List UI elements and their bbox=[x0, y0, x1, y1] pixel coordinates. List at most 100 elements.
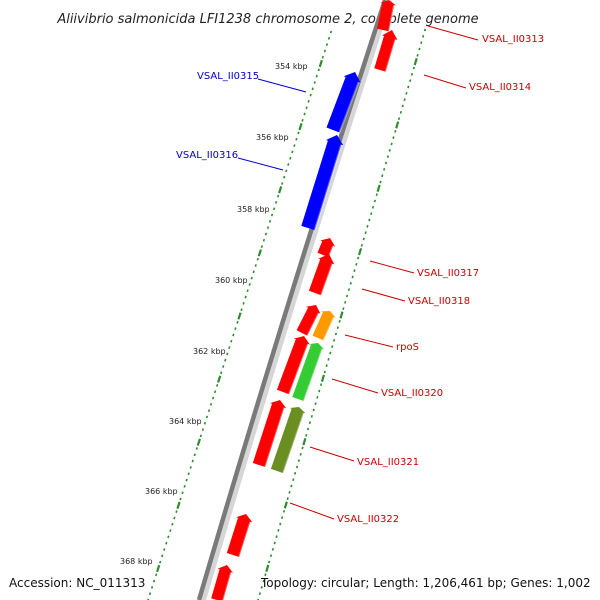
gene-arrow-body bbox=[326, 72, 361, 133]
minor-tick bbox=[371, 205, 375, 209]
minor-tick bbox=[312, 408, 315, 412]
minor-tick bbox=[410, 72, 414, 76]
minor-tick bbox=[345, 294, 349, 298]
scale-label: 368 kbp bbox=[120, 557, 153, 566]
major-tick bbox=[278, 186, 283, 194]
gene-arrow-body bbox=[296, 305, 321, 336]
feature-label-vsal-ii0315: VSAL_II0315 bbox=[197, 71, 259, 82]
minor-tick bbox=[258, 592, 261, 596]
gene-arrow-highlight bbox=[264, 407, 286, 468]
minor-tick bbox=[368, 218, 371, 222]
minor-tick bbox=[329, 351, 332, 355]
minor-tick bbox=[181, 491, 184, 495]
minor-tick bbox=[272, 207, 276, 211]
gene-arrow-highlight bbox=[322, 316, 335, 341]
minor-tick bbox=[281, 182, 284, 185]
minor-tick bbox=[224, 358, 227, 362]
minor-tick bbox=[405, 91, 408, 95]
minor-tick bbox=[203, 421, 207, 425]
gene-arrow-highlight bbox=[387, 4, 396, 32]
minor-tick bbox=[279, 522, 282, 526]
major-tick bbox=[217, 375, 222, 383]
minor-tick bbox=[418, 47, 421, 51]
minor-tick bbox=[305, 106, 308, 110]
major-tick bbox=[318, 59, 323, 68]
gene-vsal-ii0317 bbox=[308, 254, 335, 296]
minor-tick bbox=[264, 573, 267, 577]
gene-arrow-body bbox=[317, 238, 336, 258]
minor-tick bbox=[347, 288, 351, 292]
minor-tick bbox=[205, 415, 209, 419]
gene-red-inner-2 bbox=[252, 400, 287, 468]
major-tick bbox=[395, 121, 400, 129]
major-tick bbox=[302, 437, 307, 446]
minor-tick bbox=[256, 257, 259, 261]
gene-arrow-highlight bbox=[222, 572, 233, 600]
major-tick bbox=[376, 184, 381, 193]
feature-label-vsal-ii0313: VSAL_II0313 bbox=[482, 34, 544, 45]
minor-tick bbox=[420, 41, 423, 45]
minor-tick bbox=[310, 414, 313, 418]
gene-vsal-ii0322 bbox=[226, 514, 253, 558]
major-tick bbox=[283, 501, 288, 509]
callout-vsal-ii0316 bbox=[237, 157, 284, 171]
gene-arrow-highlight bbox=[238, 521, 252, 558]
minor-tick bbox=[315, 74, 318, 78]
map-title: Aliivibrio salmonicida LFI1238 chromosom… bbox=[56, 12, 478, 27]
minor-tick bbox=[185, 478, 188, 482]
minor-tick bbox=[262, 579, 265, 583]
minor-tick bbox=[285, 169, 288, 173]
gene-vsal-ii0315 bbox=[326, 72, 361, 133]
minor-tick bbox=[375, 193, 378, 197]
minor-tick bbox=[291, 150, 294, 154]
minor-tick bbox=[401, 104, 404, 108]
minor-tick bbox=[207, 409, 211, 413]
gene-vsal-ii0316 bbox=[301, 135, 344, 231]
gene-arrow-highlight bbox=[302, 348, 324, 402]
feature-label-vsal-ii0316: VSAL_II0316 bbox=[176, 150, 238, 161]
minor-tick bbox=[349, 281, 352, 285]
gene-arrow-body bbox=[211, 565, 233, 600]
minor-tick bbox=[171, 522, 174, 526]
accession-text: Accession: NC_011313 bbox=[9, 576, 145, 590]
scale-label: 356 kbp bbox=[256, 133, 289, 142]
minor-tick bbox=[209, 402, 213, 406]
minor-tick bbox=[332, 338, 336, 342]
genome-summary-text: Topology: circular; Length: 1,206,461 bp… bbox=[260, 576, 591, 590]
minor-tick bbox=[270, 213, 274, 217]
minor-tick bbox=[311, 87, 314, 91]
minor-tick bbox=[216, 384, 219, 387]
minor-tick bbox=[299, 452, 302, 456]
major-tick bbox=[413, 57, 418, 66]
feature-label-vsal-ii0322: VSAL_II0322 bbox=[337, 514, 399, 525]
minor-tick bbox=[175, 510, 178, 514]
minor-tick bbox=[409, 79, 412, 83]
major-tick bbox=[320, 374, 325, 383]
gene-arrow-body bbox=[292, 343, 325, 401]
minor-tick bbox=[173, 516, 176, 520]
minor-tick bbox=[338, 319, 341, 323]
scale-label: 358 kbp bbox=[237, 205, 270, 214]
gene-arrow-highlight bbox=[282, 412, 305, 474]
gene-red-inner-1 bbox=[276, 336, 310, 395]
minor-tick bbox=[308, 421, 312, 425]
major-tick bbox=[196, 438, 201, 446]
major-tick bbox=[156, 564, 161, 573]
minor-tick bbox=[269, 554, 273, 558]
gene-rpos bbox=[312, 311, 336, 341]
minor-tick bbox=[213, 390, 217, 394]
gene-arrow-highlight bbox=[313, 144, 343, 231]
minor-tick bbox=[381, 174, 384, 178]
minor-tick bbox=[274, 201, 278, 204]
minor-tick bbox=[392, 136, 395, 140]
feature-label-vsal-ii0321: VSAL_II0321 bbox=[357, 457, 419, 468]
minor-tick bbox=[357, 256, 360, 260]
gene-arrow-body bbox=[308, 254, 335, 296]
minor-tick bbox=[297, 131, 300, 135]
minor-tick bbox=[397, 117, 401, 121]
minor-tick bbox=[388, 148, 391, 152]
minor-tick bbox=[323, 49, 327, 53]
minor-tick bbox=[277, 194, 280, 198]
minor-tick bbox=[301, 118, 304, 122]
minor-tick bbox=[230, 339, 233, 343]
